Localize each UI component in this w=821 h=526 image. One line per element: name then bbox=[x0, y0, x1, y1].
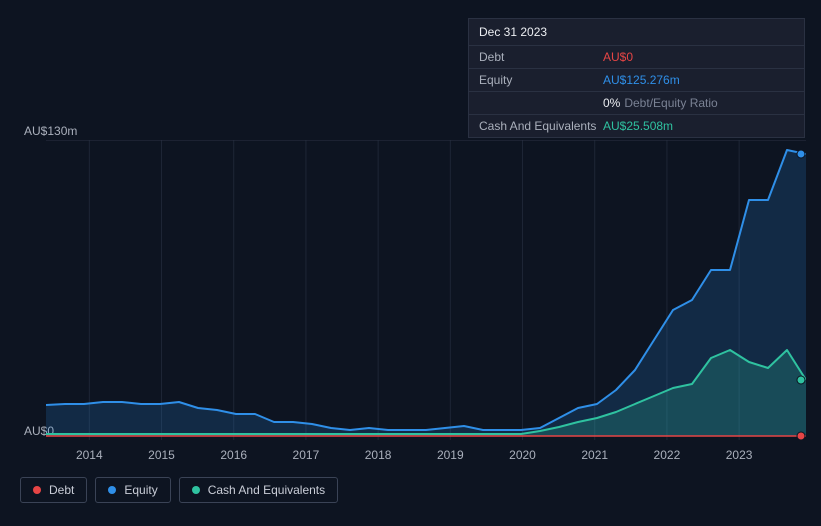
legend-cash-label: Cash And Equivalents bbox=[208, 483, 325, 497]
tooltip-row-debt: Debt AU$0 bbox=[469, 46, 804, 69]
tooltip-row-ratio: 0% Debt/Equity Ratio bbox=[469, 92, 804, 115]
ratio-label: Debt/Equity Ratio bbox=[624, 96, 717, 110]
legend-equity-label: Equity bbox=[124, 483, 157, 497]
x-tick-label: 2016 bbox=[220, 448, 247, 462]
tooltip-equity-value: AU$125.276m bbox=[603, 73, 794, 87]
x-tick-label: 2022 bbox=[654, 448, 681, 462]
ratio-percent: 0% bbox=[603, 96, 620, 110]
legend-equity[interactable]: Equity bbox=[95, 477, 170, 503]
x-tick-label: 2018 bbox=[365, 448, 392, 462]
legend-debt[interactable]: Debt bbox=[20, 477, 87, 503]
chart-container: AU$130m AU$0 201420152016201720182019202… bbox=[0, 120, 821, 490]
legend-debt-label: Debt bbox=[49, 483, 74, 497]
tooltip-debt-value: AU$0 bbox=[603, 50, 794, 64]
y-axis-max-label: AU$130m bbox=[24, 124, 77, 138]
x-tick-label: 2015 bbox=[148, 448, 175, 462]
x-tick-label: 2014 bbox=[76, 448, 103, 462]
legend-cash[interactable]: Cash And Equivalents bbox=[179, 477, 338, 503]
legend-dot-equity bbox=[108, 486, 116, 494]
tooltip-debt-label: Debt bbox=[479, 50, 603, 64]
tooltip-row-equity: Equity AU$125.276m bbox=[469, 69, 804, 92]
x-tick-label: 2020 bbox=[509, 448, 536, 462]
x-tick-label: 2017 bbox=[293, 448, 320, 462]
tooltip-ratio-spacer bbox=[479, 96, 603, 110]
tooltip-row-cash: Cash And Equivalents AU$25.508m bbox=[469, 115, 804, 137]
chart-tooltip: Dec 31 2023 Debt AU$0 Equity AU$125.276m… bbox=[468, 18, 805, 138]
x-axis-labels: 2014 2015 2016 2017 2018 2019 2020 2021 2022 2023 bbox=[46, 448, 806, 468]
x-tick-label: 2023 bbox=[726, 448, 753, 462]
legend-dot-cash bbox=[192, 486, 200, 494]
tooltip-equity-label: Equity bbox=[479, 73, 603, 87]
x-tick-label: 2021 bbox=[581, 448, 608, 462]
tooltip-cash-value: AU$25.508m bbox=[603, 119, 794, 133]
tooltip-date: Dec 31 2023 bbox=[469, 19, 804, 46]
chart-plot[interactable] bbox=[46, 140, 806, 440]
tooltip-ratio-value: 0% Debt/Equity Ratio bbox=[603, 96, 794, 110]
legend-dot-debt bbox=[33, 486, 41, 494]
x-tick-label: 2019 bbox=[437, 448, 464, 462]
chart-legend: Debt Equity Cash And Equivalents bbox=[20, 477, 338, 503]
tooltip-cash-label: Cash And Equivalents bbox=[479, 119, 603, 133]
